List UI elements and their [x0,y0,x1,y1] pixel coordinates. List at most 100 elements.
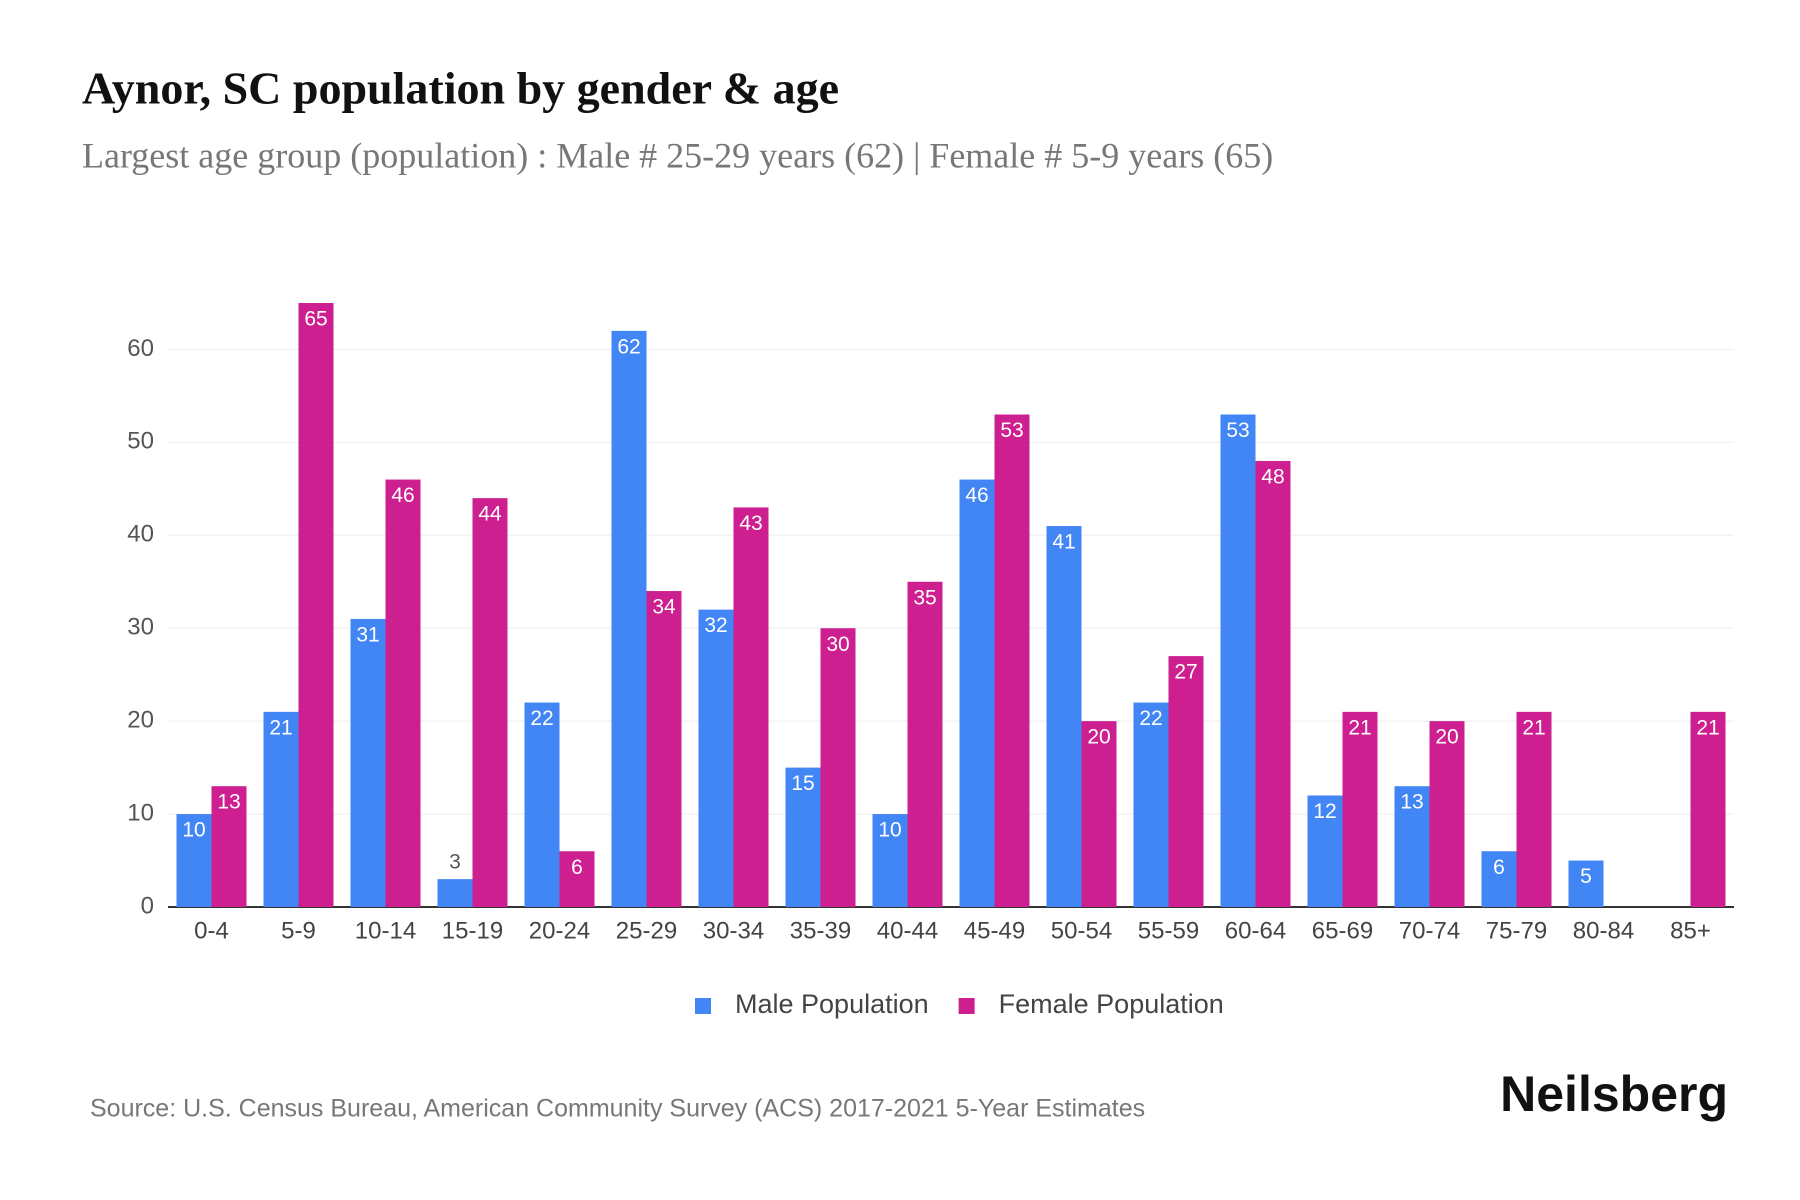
bar [698,609,734,907]
y-tick-label: 0 [141,892,154,919]
data-label: 21 [1522,716,1545,739]
x-tick-label: 15-19 [442,917,503,944]
x-tick-label: 45-49 [964,917,1025,944]
source: Source: U.S. Census Bureau, American Com… [90,1095,1145,1123]
bar [611,330,647,907]
data-label: 20 [1435,726,1458,749]
x-tick-label: 0-4 [194,917,229,944]
x-tick-label: 5-9 [281,917,316,944]
bar [298,303,334,907]
data-label: 21 [269,716,292,739]
bar [907,581,943,907]
x-tick-label: 10-14 [355,917,416,944]
y-tick-label: 10 [127,799,154,826]
y-tick-label: 20 [127,706,154,733]
bar [1307,795,1343,907]
x-tick-label: 65-69 [1312,917,1373,944]
bar [785,767,821,907]
data-label: 10 [878,819,901,842]
bar [1133,702,1169,907]
x-tick-label: 70-74 [1399,917,1460,944]
x-tick-label: 20-24 [529,917,590,944]
bar [1481,851,1517,907]
bar [1429,721,1465,907]
bar [820,628,856,907]
y-tick-label: 50 [127,428,154,455]
data-label: 21 [1696,716,1719,739]
data-label: 46 [391,484,414,507]
bar [263,711,299,907]
data-label: 5 [1580,865,1592,888]
data-label: 65 [304,308,327,331]
data-label: 30 [826,633,849,656]
x-tick-label: 40-44 [877,917,938,944]
bar [646,591,682,907]
bar [733,507,769,907]
bar [1220,414,1256,907]
data-label: 34 [652,596,676,619]
data-label: 6 [1493,856,1505,879]
x-tick-label: 30-34 [703,917,764,944]
data-label: 13 [1400,791,1423,814]
bar [1081,721,1117,907]
bar [176,814,212,907]
chart-subtitle: Largest age group (population) : Male # … [82,135,1273,175]
data-label: 53 [1000,419,1023,442]
y-tick-label: 40 [127,521,154,548]
x-tick-label: 25-29 [616,917,677,944]
brand-logo: Neilsberg [1500,1066,1728,1122]
data-label: 13 [217,791,240,814]
data-label: 6 [571,856,583,879]
x-tick-label: 80-84 [1573,917,1634,944]
chart-title: Aynor, SC population by gender & age [82,63,839,114]
x-tick-label: 55-59 [1138,917,1199,944]
bar [1516,711,1552,907]
legend-swatch [958,998,975,1014]
data-label: 12 [1313,800,1336,823]
bar [211,786,247,907]
x-tick-label: 75-79 [1486,917,1547,944]
data-label: 32 [704,614,727,637]
bar [385,479,421,907]
bar [1394,786,1430,907]
bar [350,618,386,907]
data-label: 48 [1261,466,1284,489]
data-label: 44 [478,503,502,526]
bar [524,702,560,907]
bar [1690,711,1726,907]
data-label: 21 [1348,716,1371,739]
bar [559,851,595,907]
data-label: 62 [617,335,640,358]
x-tick-label: 35-39 [790,917,851,944]
bar [994,414,1030,907]
data-label: 41 [1052,531,1075,554]
bar [1046,526,1082,907]
bar [1342,711,1378,907]
bar [1255,460,1291,907]
legend-label: Female Population [999,989,1224,1019]
data-label: 43 [739,512,762,535]
data-label: 27 [1174,661,1197,684]
data-label: 53 [1226,419,1249,442]
legend-label: Male Population [735,989,929,1019]
legend-swatch [695,998,711,1014]
bar [437,879,473,907]
bar [959,479,995,907]
bar [1168,656,1204,907]
bar [872,814,908,907]
x-tick-label: 50-54 [1051,917,1112,944]
data-label: 31 [356,623,379,646]
y-tick-label: 30 [127,614,154,641]
bar [472,498,508,907]
data-label: 35 [913,586,936,609]
data-label: 10 [182,819,205,842]
data-label: 46 [965,484,988,507]
y-tick-label: 60 [127,335,154,362]
x-tick-label: 85+ [1670,917,1711,944]
data-label: 15 [791,772,814,795]
bar [1568,860,1604,907]
data-label: 22 [530,707,553,730]
data-label: 3 [449,851,461,874]
